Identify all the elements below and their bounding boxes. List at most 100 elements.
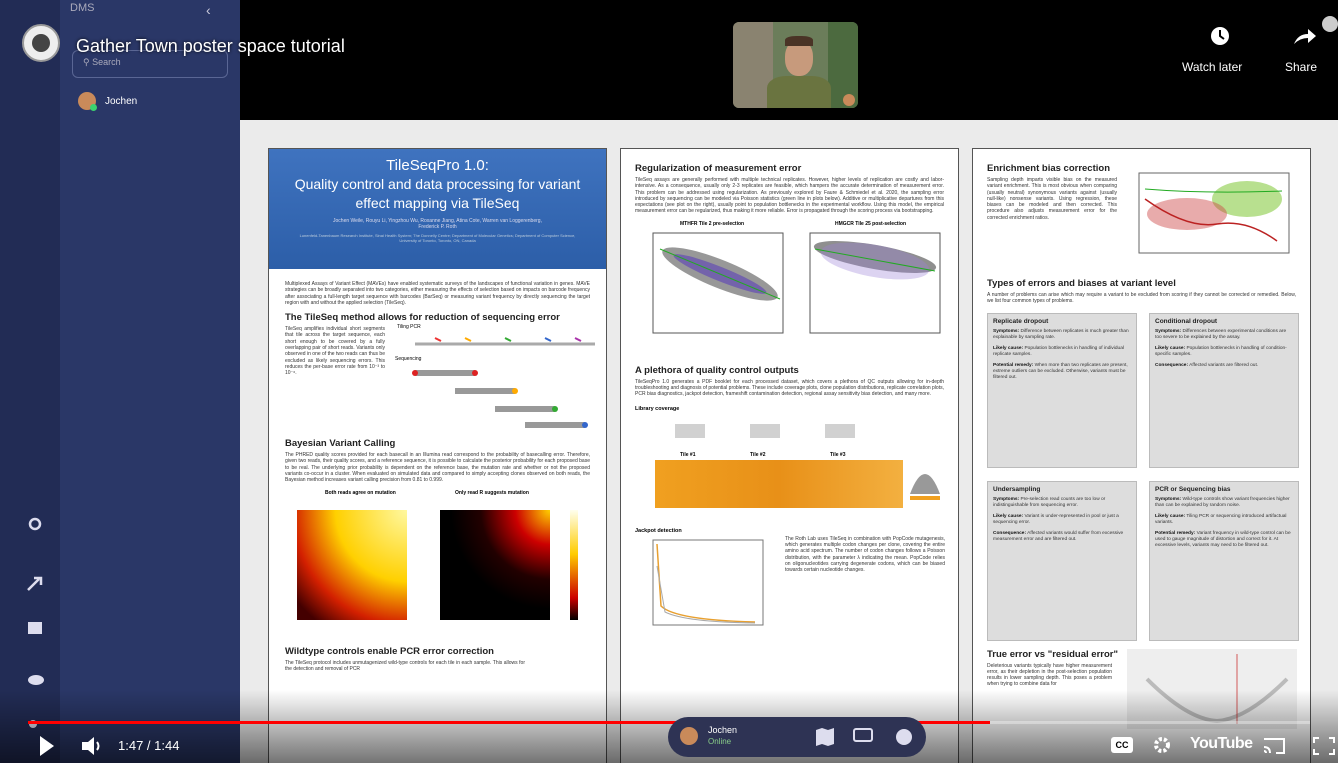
error-box-item: Likely cause: Population bottlenecks in …	[993, 346, 1131, 358]
poster-affiliation: Lunenfeld-Tanenbaum Research Institute, …	[299, 233, 576, 243]
plot-title: HMGCR Tile 25 post-selection	[835, 220, 907, 227]
error-box-title: PCR or Sequencing bias	[1155, 485, 1231, 493]
toolbar-icons	[816, 728, 912, 746]
search-placeholder: ⚲ Search	[83, 57, 121, 67]
toolbar-avatar[interactable]	[680, 727, 698, 745]
item-text: Tiling PCR or sequencing introduced arti…	[1155, 513, 1287, 525]
gather-toolbar: Jochen Online	[668, 717, 926, 757]
plot-title: Both reads agree on mutation	[325, 489, 396, 496]
section-text: TileSeqPro 1.0 generates a PDF booklet f…	[635, 378, 944, 398]
side-panel	[60, 0, 240, 763]
captions-button[interactable]: CC	[1111, 737, 1133, 753]
error-box-item: Symptoms: Differences between experiment…	[1155, 329, 1293, 341]
calendar-icon[interactable]	[28, 622, 42, 634]
plot-title: MTHFR Tile 2 pre-selection	[680, 220, 745, 227]
diagram-label: Sequencing	[395, 356, 422, 363]
item-label: Potential remedy:	[993, 362, 1034, 368]
share-label[interactable]: Share	[1285, 60, 1318, 74]
watch-later-label[interactable]: Watch later	[1182, 60, 1243, 74]
error-box-title: Replicate dropout	[993, 317, 1049, 325]
item-text: Variant is under-represented in pool or …	[993, 513, 1119, 525]
scatter-plots	[652, 232, 941, 334]
subsection-heading: Library coverage	[635, 405, 680, 412]
item-label: Consequence:	[1155, 362, 1189, 368]
error-box-item: Symptoms: Wild-type controls show varian…	[1155, 497, 1293, 509]
item-text: When more than two replicates are presen…	[993, 362, 1128, 380]
emote-button[interactable]	[896, 729, 912, 745]
settings-icon[interactable]	[28, 517, 42, 531]
play-button[interactable]	[40, 736, 54, 756]
error-types: Replicate dropout Symptoms: Difference be…	[987, 312, 1299, 643]
item-text: Population bottlenecks in handling of in…	[993, 345, 1124, 357]
error-box-item: Symptoms: Difference between replicates …	[993, 329, 1131, 341]
search-box[interactable]: ⚲ Search	[72, 50, 228, 78]
window-buttons	[1263, 737, 1335, 755]
item-text: Population bottlenecks in handling of co…	[1155, 345, 1287, 357]
item-label: Consequence:	[993, 530, 1027, 536]
enrichment-plot	[1138, 172, 1290, 254]
section-text: Deleterious variants typically have high…	[987, 662, 1112, 688]
online-dot	[90, 104, 97, 111]
poster-column-2: Regularization of measurement error Tile…	[620, 148, 959, 763]
poster-title: TileSeqPro 1.0:	[386, 157, 489, 174]
youtube-logo[interactable]: YouTube	[1190, 735, 1253, 752]
fullscreen-button[interactable]	[1313, 737, 1335, 755]
section-text: Sampling depth imparts visible bias on t…	[987, 177, 1117, 221]
tile-label: Tile #1	[680, 451, 696, 458]
screen-share-button[interactable]	[853, 728, 873, 742]
error-box: Undersampling Symptoms: Pre-selection rea…	[987, 480, 1137, 641]
section-heading: Types of errors and biases at variant le…	[987, 278, 1176, 289]
section-heading: Wildtype controls enable PCR error corre…	[285, 645, 494, 657]
error-box: Conditional dropout Symptoms: Differences…	[1149, 312, 1299, 468]
item-label: Likely cause:	[993, 513, 1024, 519]
intro-text: Multiplexed Assays of Variant Effect (MA…	[285, 281, 590, 306]
poster-column-3: Enrichment bias correction Sampling dept…	[972, 148, 1311, 763]
diagram-label: Tiling PCR	[397, 324, 421, 331]
error-box: Replicate dropout Symptoms: Difference be…	[987, 312, 1137, 468]
section-heading: Bayesian Variant Calling	[285, 438, 396, 450]
error-box-title: Undersampling	[993, 485, 1041, 493]
section-heading: True error vs "residual error"	[987, 648, 1118, 660]
poster-column-1: TileSeqPro 1.0: Quality control and data…	[268, 148, 607, 763]
watch-later-icon[interactable]	[1208, 24, 1232, 48]
item-text: Differences between experimental conditi…	[1155, 328, 1287, 340]
cast-button[interactable]	[1263, 738, 1285, 754]
error-box-item: Potential remedy: When more than two rep…	[993, 363, 1131, 381]
tile-label: Tile #3	[830, 451, 846, 458]
map-button[interactable]	[816, 728, 834, 746]
search-text: Search	[92, 57, 121, 67]
item-text: Difference between replicates is much gr…	[993, 328, 1129, 340]
poster-header: TileSeqPro 1.0: Quality control and data…	[269, 149, 606, 269]
toolbar-name: Jochen	[708, 725, 738, 735]
webcam-tile	[733, 22, 858, 108]
share-icon[interactable]	[1292, 26, 1318, 46]
controls-gradient	[0, 690, 1338, 763]
user-name[interactable]: Jochen	[105, 96, 138, 107]
item-label: Symptoms:	[993, 328, 1020, 334]
section-text: TileSeq assays are generally performed w…	[635, 177, 944, 215]
item-label: Symptoms:	[993, 496, 1020, 502]
section-heading: The TileSeq method allows for reduction …	[285, 312, 560, 324]
section-text: A number of problems can arise which may…	[987, 292, 1296, 305]
progress-played[interactable]	[28, 721, 990, 724]
build-icon[interactable]	[27, 576, 43, 591]
error-box-item: Symptoms: Pre-selection read counts are …	[993, 497, 1131, 509]
player-buttons	[40, 736, 100, 756]
error-box: PCR or Sequencing bias Symptoms: Wild-typ…	[1149, 480, 1299, 641]
volume-button[interactable]	[82, 737, 94, 755]
more-button[interactable]	[1322, 16, 1338, 32]
video-title[interactable]: Gather Town poster space tutorial	[76, 36, 345, 56]
collapse[interactable]: ‹	[206, 2, 211, 18]
tiling-diagram	[412, 337, 595, 429]
settings-button[interactable]	[1152, 735, 1172, 755]
chat-icon[interactable]	[28, 675, 44, 685]
tile-label: Tile #2	[750, 451, 766, 458]
item-label: Likely cause:	[1155, 345, 1186, 351]
channel-avatar[interactable]	[22, 24, 60, 62]
captions-label: CC	[1115, 740, 1129, 750]
item-text: Pre-selection read counts are too low or…	[993, 496, 1106, 508]
subsection-heading: Jackpot detection	[635, 527, 682, 534]
error-box-item: Likely cause: Population bottlenecks in …	[1155, 346, 1293, 358]
section-heading: Regularization of measurement error	[635, 163, 802, 174]
